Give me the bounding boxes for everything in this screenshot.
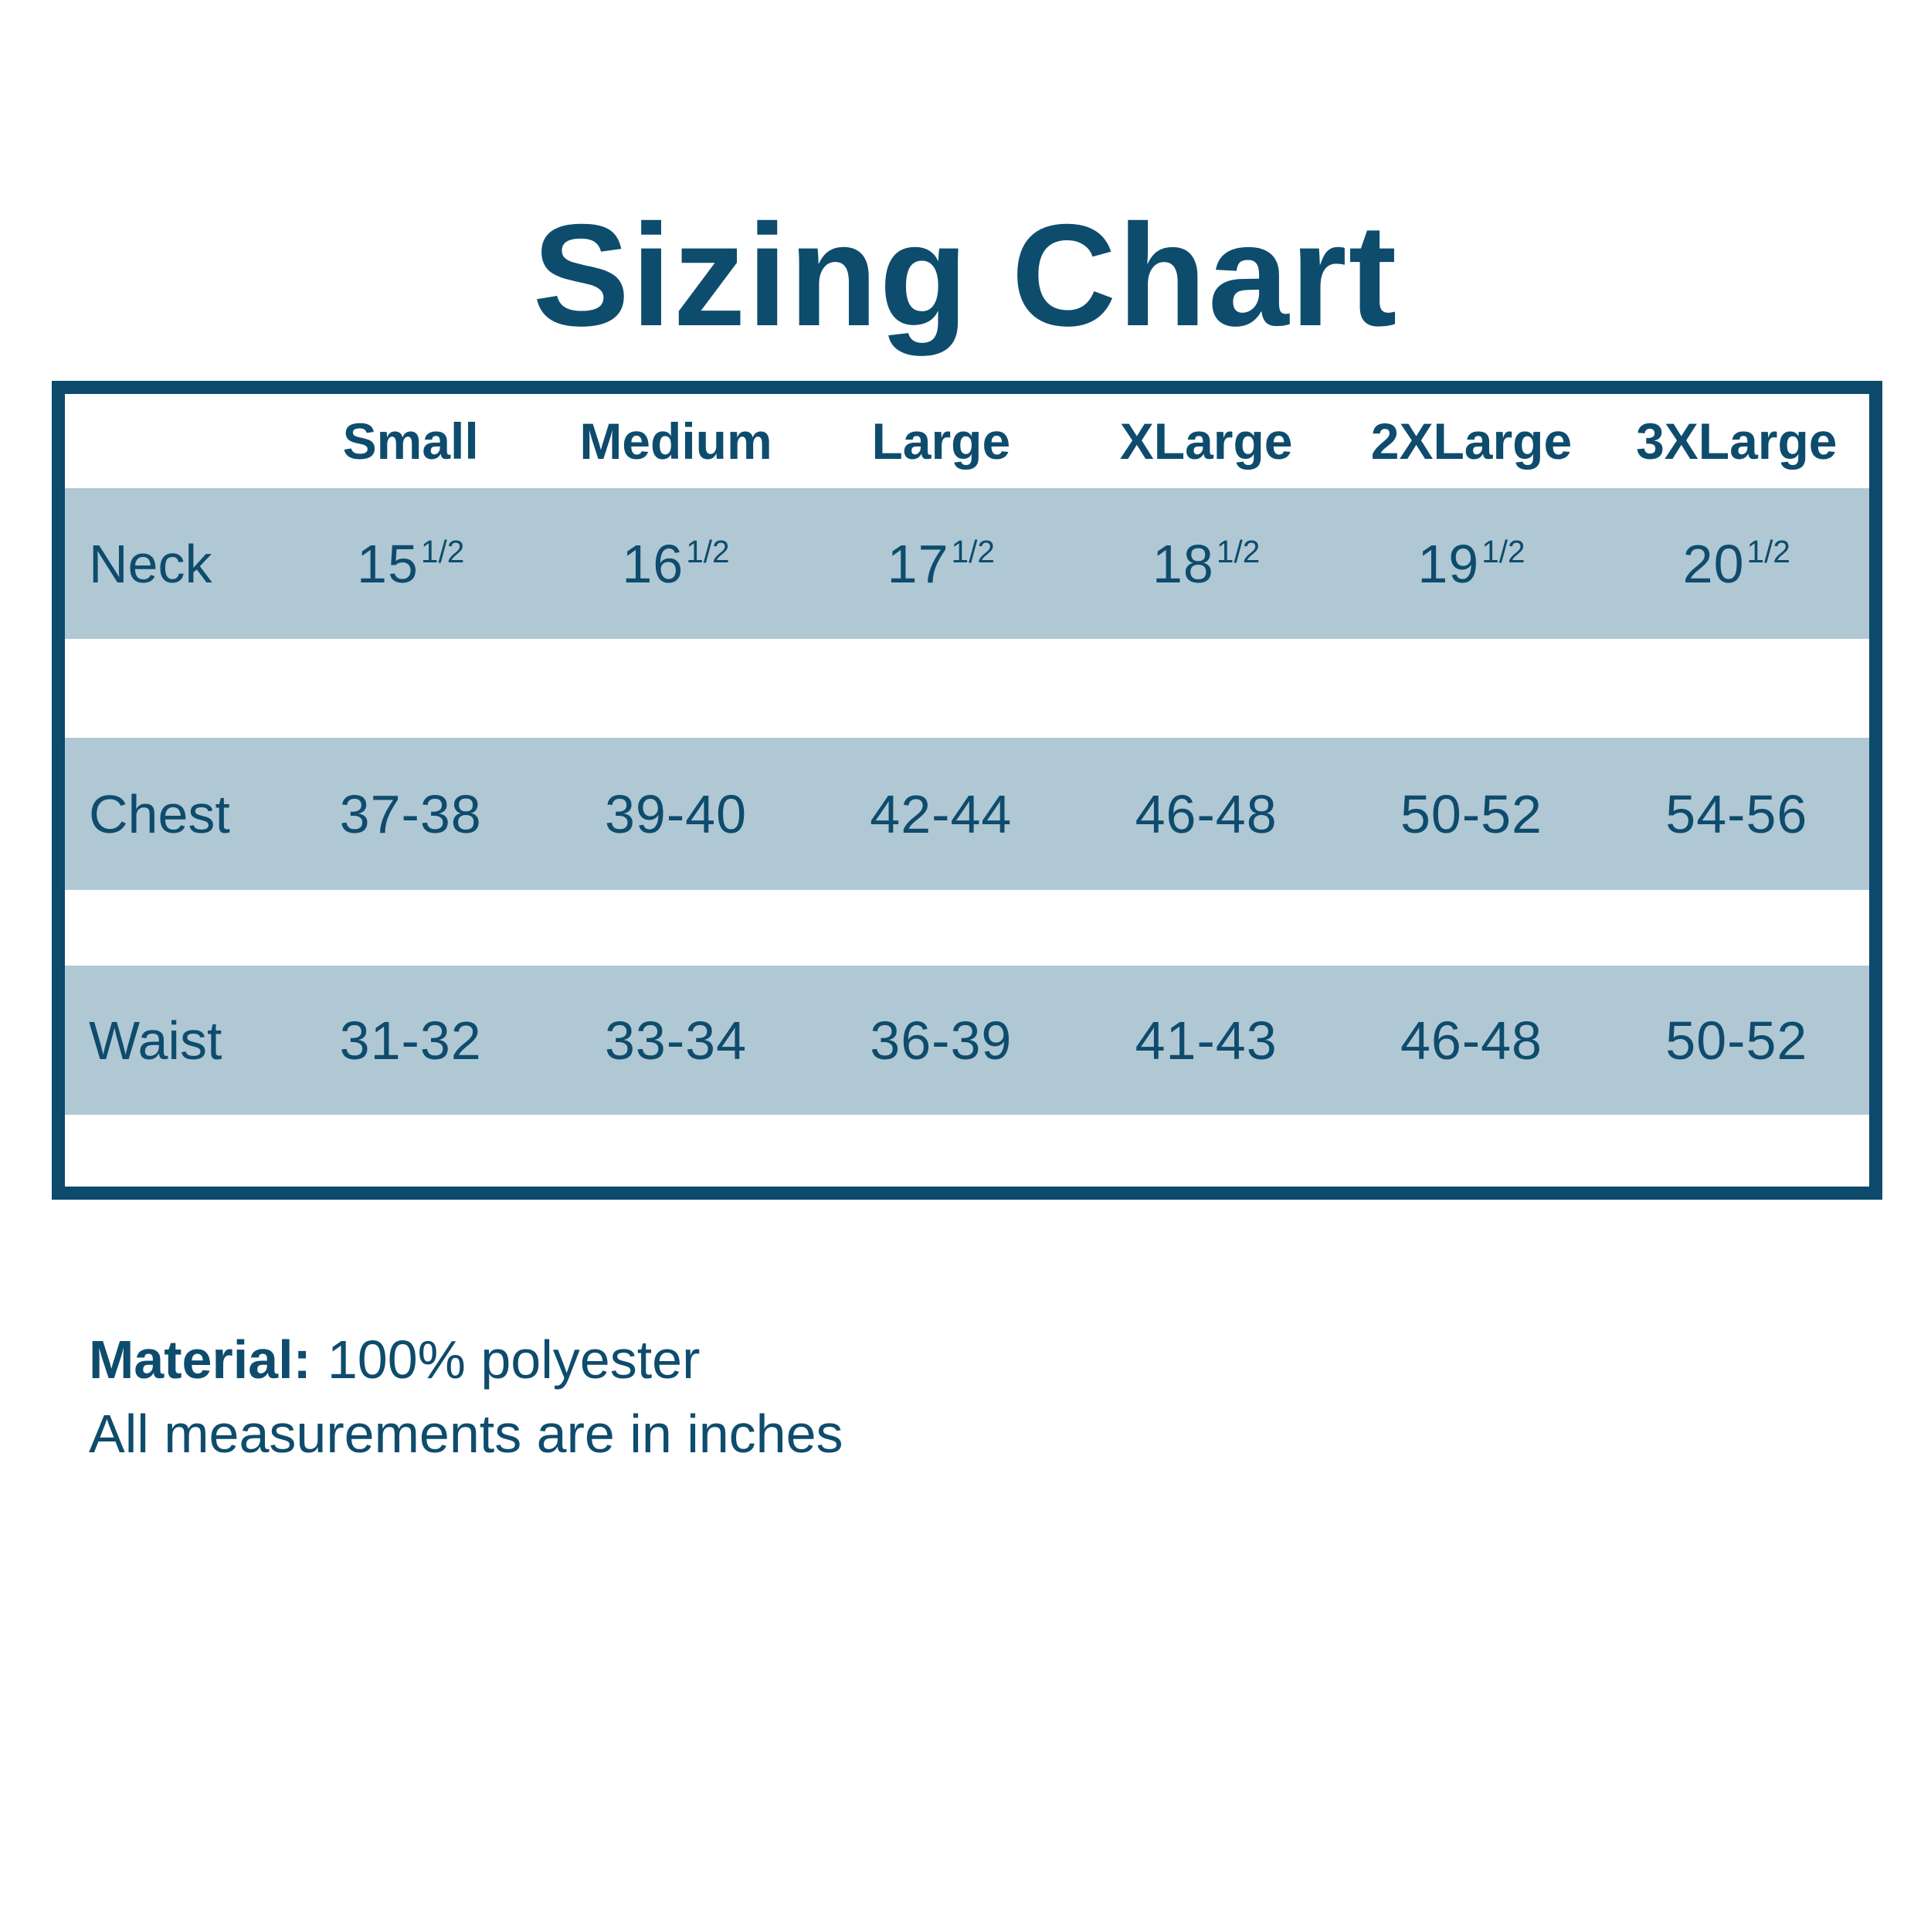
cell-value: 17	[887, 533, 949, 594]
material-value: 100% polyester	[327, 1329, 701, 1390]
material-label: Material:	[89, 1329, 311, 1390]
col-header-large: Large	[871, 413, 1011, 470]
row-label-waist: Waist	[89, 1010, 222, 1071]
cell-fraction: 1/2	[951, 534, 995, 570]
table-row-chest: Chest 37-38 39-40 42-44 46-48 50-52 54-5…	[65, 738, 1869, 890]
footer-notes: Material: 100% polyester All measurements…	[89, 1323, 843, 1471]
col-header-small: Small	[342, 413, 479, 470]
cell-waist-large: 36-39	[870, 1010, 1013, 1071]
cell-waist-medium: 33-34	[604, 1010, 748, 1071]
row-spacer	[65, 890, 1869, 966]
cell-waist-2xlarge: 46-48	[1400, 1010, 1542, 1071]
cell-value: 16	[622, 533, 684, 594]
page-title: Sizing Chart	[532, 194, 1399, 356]
row-spacer	[65, 639, 1869, 738]
cell-value: 19	[1417, 533, 1480, 594]
cell-chest-small: 37-38	[339, 783, 482, 844]
cell-value: 20	[1682, 533, 1745, 594]
cell-neck-3xlarge: 201/2	[1604, 533, 1869, 595]
cell-neck-xlarge: 181/2	[1074, 533, 1339, 595]
cell-chest-xlarge: 46-48	[1135, 783, 1278, 844]
col-header-3xlarge: 3XLarge	[1636, 413, 1838, 470]
cell-neck-small: 151/2	[278, 533, 543, 595]
cell-chest-medium: 39-40	[604, 783, 748, 844]
cell-neck-large: 171/2	[809, 533, 1074, 595]
cell-value: 18	[1152, 533, 1214, 594]
cell-neck-medium: 161/2	[543, 533, 808, 595]
cell-fraction: 1/2	[420, 534, 465, 570]
material-line: Material: 100% polyester	[89, 1323, 843, 1397]
cell-waist-xlarge: 41-43	[1135, 1010, 1278, 1071]
cell-waist-small: 31-32	[339, 1010, 482, 1071]
cell-fraction: 1/2	[1481, 534, 1525, 570]
cell-value: 15	[357, 533, 419, 594]
cell-chest-2xlarge: 50-52	[1400, 783, 1542, 844]
cell-waist-3xlarge: 50-52	[1665, 1010, 1808, 1071]
sizing-table: Small Medium Large XLarge 2XLarge 3XLarg…	[52, 381, 1882, 1200]
col-header-medium: Medium	[579, 413, 772, 470]
col-header-2xlarge: 2XLarge	[1370, 413, 1573, 470]
row-label-chest: Chest	[89, 783, 230, 844]
row-spacer	[65, 1115, 1869, 1187]
col-header-xlarge: XLarge	[1119, 413, 1293, 470]
cell-fraction: 1/2	[686, 534, 730, 570]
size-header-row: Small Medium Large XLarge 2XLarge 3XLarg…	[65, 394, 1869, 488]
cell-neck-2xlarge: 191/2	[1339, 533, 1604, 595]
cell-chest-3xlarge: 54-56	[1665, 783, 1808, 844]
measurement-note: All measurements are in inches	[89, 1404, 843, 1464]
table-row-neck: Neck 151/2 161/2 171/2 181/2 191/2 201/2	[65, 488, 1869, 639]
row-label-neck: Neck	[89, 533, 212, 594]
table-row-waist: Waist 31-32 33-34 36-39 41-43 46-48 50-5…	[65, 966, 1869, 1115]
cell-fraction: 1/2	[1216, 534, 1261, 570]
cell-fraction: 1/2	[1746, 534, 1790, 570]
cell-chest-large: 42-44	[870, 783, 1013, 844]
